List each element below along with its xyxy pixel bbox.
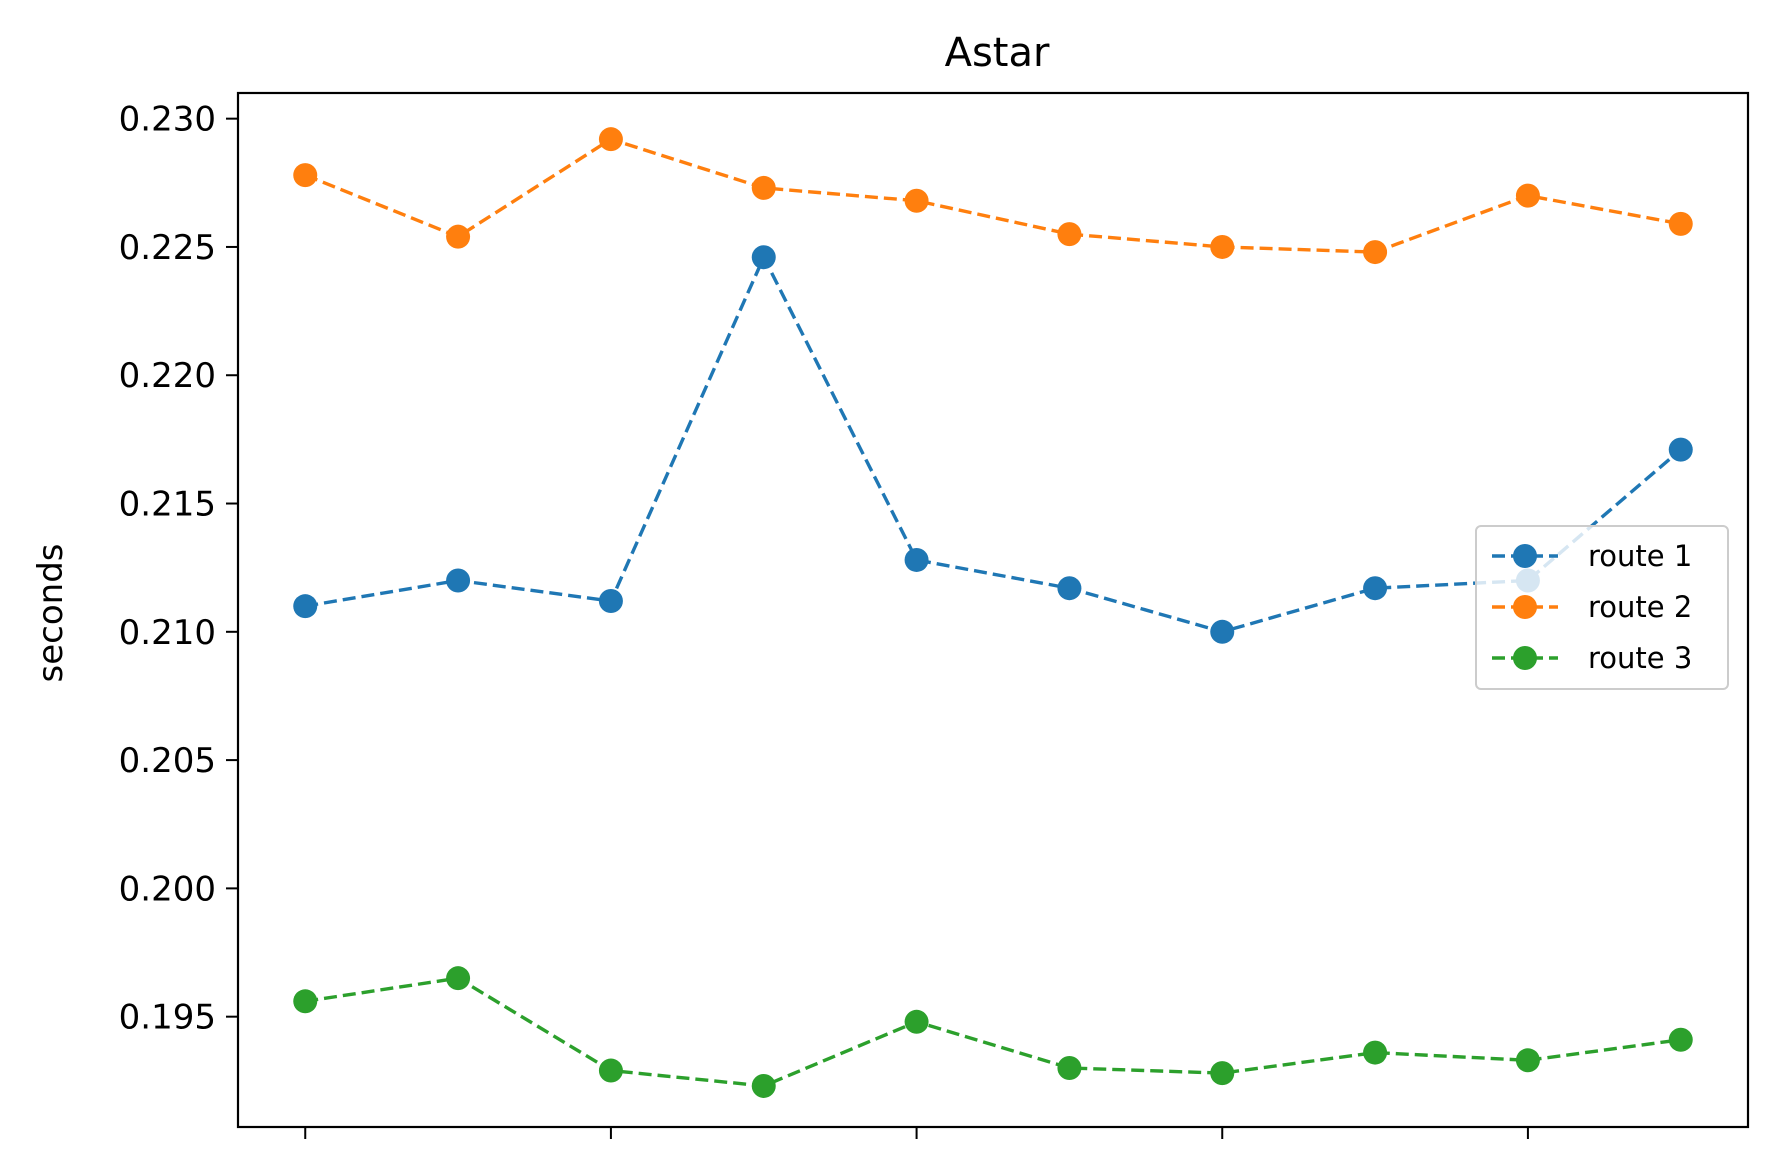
data-point-route-3 (1668, 1027, 1693, 1052)
y-axis-ticks: 0.195 0.200 0.205 0.210 0.215 0.220 0.225 0.230 (119, 100, 238, 1038)
data-point-route-2 (293, 163, 318, 188)
legend-box (1475, 525, 1729, 690)
data-point-route-3 (751, 1073, 776, 1098)
legend-marker-route-1 (1513, 544, 1537, 568)
legend-marker-route-2 (1513, 595, 1537, 619)
y-tick-label: 0.225 (119, 228, 216, 268)
data-point-route-3 (1057, 1055, 1082, 1080)
data-point-route-3 (293, 989, 318, 1014)
data-point-route-2 (598, 127, 623, 152)
data-point-route-1 (1363, 576, 1388, 601)
chart-title: Astar (945, 30, 1050, 76)
y-tick-label: 0.205 (119, 741, 216, 781)
data-point-route-2 (751, 175, 776, 200)
y-tick-label: 0.220 (119, 356, 216, 396)
data-point-route-1 (1668, 437, 1693, 462)
legend-label-route-2: route 2 (1588, 590, 1692, 624)
data-point-route-3 (1210, 1061, 1235, 1086)
series-line-route-2 (304, 137, 1682, 254)
data-point-route-2 (1363, 240, 1388, 265)
data-point-route-1 (1210, 619, 1235, 644)
data-point-route-1 (598, 589, 623, 614)
series-line-route-3 (304, 976, 1681, 1088)
data-point-route-2 (1515, 183, 1540, 208)
y-tick-label: 0.195 (119, 998, 216, 1038)
data-point-route-3 (1515, 1048, 1540, 1073)
plot-series (293, 127, 1693, 1098)
data-point-route-3 (598, 1058, 623, 1083)
legend-marker-route-3 (1513, 646, 1537, 670)
data-point-route-1 (293, 594, 318, 619)
data-point-route-2 (904, 188, 929, 213)
data-point-route-3 (446, 966, 471, 991)
y-tick-label: 0.200 (119, 869, 216, 909)
data-point-route-1 (446, 568, 471, 593)
data-point-route-1 (1057, 576, 1082, 601)
data-point-route-2 (1668, 211, 1693, 236)
data-point-route-3 (904, 1009, 929, 1034)
y-axis-label: seconds (31, 544, 71, 683)
data-point-route-1 (751, 245, 776, 270)
x-axis-ticks (304, 1127, 1529, 1139)
plot-frame (236, 91, 1750, 1129)
y-tick-label: 0.230 (119, 100, 216, 140)
series-line-route-1 (304, 255, 1682, 634)
legend-label-route-3: route 3 (1588, 641, 1692, 675)
y-tick-label: 0.215 (119, 485, 216, 525)
data-point-route-2 (1057, 222, 1082, 247)
data-point-route-2 (1210, 234, 1235, 259)
data-point-route-1 (904, 547, 929, 572)
data-point-route-3 (1363, 1040, 1388, 1065)
y-tick-label: 0.210 (119, 613, 216, 653)
legend-label-route-1: route 1 (1588, 539, 1692, 573)
legend: route 1 route 2 route 3 (1475, 525, 1729, 690)
data-point-route-2 (446, 224, 471, 249)
